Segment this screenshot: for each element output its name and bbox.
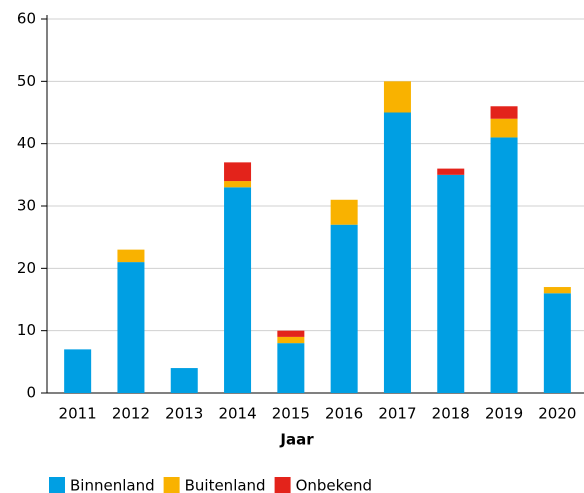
bar-segment <box>543 293 571 393</box>
bar-segment <box>490 137 518 393</box>
bar-segment <box>490 118 518 138</box>
bar-segment <box>330 224 358 393</box>
x-tick-label: 2015 <box>272 405 310 423</box>
bar-segment <box>224 162 252 182</box>
bar-segment <box>117 262 145 393</box>
y-tick-label: 0 <box>26 384 36 402</box>
x-tick-label: 2011 <box>59 405 97 423</box>
y-tick-label: 20 <box>17 259 36 277</box>
x-tick-label: 2013 <box>165 405 203 423</box>
bar-segment <box>277 330 305 337</box>
x-tick-label: 2017 <box>378 405 416 423</box>
legend-label: Binnenland <box>70 477 155 493</box>
y-tick-label: 50 <box>17 72 36 90</box>
bar-segment <box>117 249 145 263</box>
y-tick-label: 10 <box>17 321 36 339</box>
legend-swatch <box>163 477 180 493</box>
legend-swatch <box>274 477 291 493</box>
bar-segment <box>224 187 252 393</box>
x-axis-label: Jaar <box>279 431 314 449</box>
bar-segment <box>437 174 465 393</box>
x-tick-label: 2020 <box>538 405 576 423</box>
y-tick-label: 40 <box>17 134 36 152</box>
legend-label: Buitenland <box>185 477 266 493</box>
y-tick-label: 30 <box>17 197 36 215</box>
bar-segment <box>277 336 305 344</box>
legend-swatch <box>49 477 65 493</box>
bar-segment <box>277 343 305 393</box>
bar-segment <box>490 106 518 119</box>
x-tick-label: 2014 <box>218 405 256 423</box>
legend-label: Onbekend <box>296 477 372 493</box>
y-tick-label: 60 <box>17 10 36 28</box>
bar-segment <box>543 287 571 294</box>
bar-segment <box>437 168 465 175</box>
bar-segment <box>224 181 252 188</box>
bar-segment <box>64 349 92 393</box>
x-tick-label: 2016 <box>325 405 363 423</box>
bar-segment <box>170 368 198 393</box>
bar-segment <box>383 112 411 393</box>
x-tick-label: 2019 <box>485 405 523 423</box>
x-tick-label: 2012 <box>112 405 150 423</box>
x-tick-label: 2018 <box>432 405 470 423</box>
bar-segment <box>330 199 358 225</box>
bar-segment <box>383 81 411 113</box>
